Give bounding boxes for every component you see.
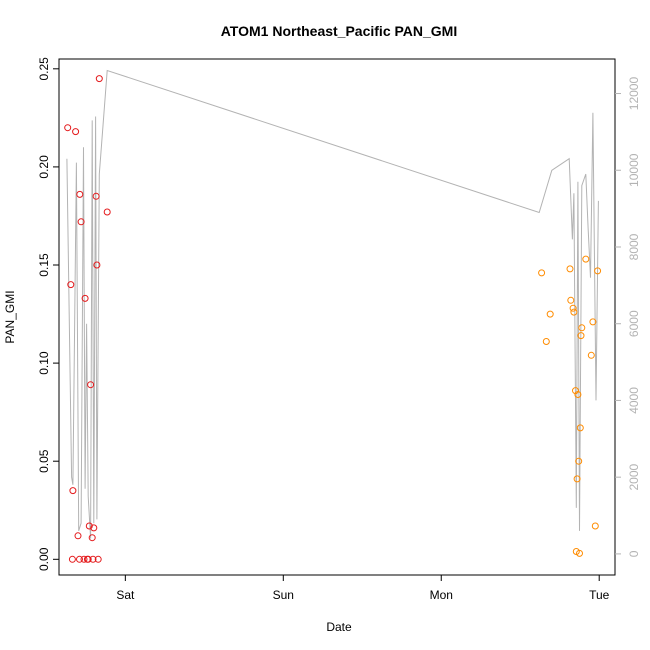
data-point (69, 487, 77, 495)
y-tick-label: 0.15 (37, 253, 51, 277)
y-tick-label: 0.00 (37, 547, 51, 571)
data-point (542, 338, 550, 345)
y2-tick-label: 4000 (627, 387, 641, 414)
data-point (89, 555, 97, 563)
data-point (591, 522, 599, 530)
data-point (567, 296, 575, 304)
data-point (576, 549, 583, 557)
data-point (95, 75, 103, 83)
x-axis-label: Date (326, 620, 352, 634)
data-point (68, 555, 76, 563)
data-point (577, 332, 585, 340)
y2-tick-label: 6000 (627, 310, 641, 337)
data-point (90, 524, 98, 532)
chart-title: ATOM1 Northeast_Pacific PAN_GMI (221, 23, 458, 39)
y-tick-label: 0.10 (37, 351, 51, 375)
plot-frame (58, 58, 616, 576)
x-tick-label: Sun (273, 588, 294, 602)
data-point (578, 324, 586, 332)
data-point (88, 534, 96, 542)
y2-tick-label: 12000 (627, 77, 641, 111)
y2-tick-label: 10000 (627, 153, 641, 187)
data-point (546, 310, 554, 318)
y2-tick-label: 0 (627, 550, 641, 557)
data-point (67, 281, 75, 289)
y2-axis: 0 2000 4000 6000 8000 10000 12000 (615, 77, 641, 557)
x-tick-label: Sat (116, 588, 135, 602)
y-tick-label: 0.20 (37, 155, 51, 179)
y2-tick-label: 8000 (627, 233, 641, 260)
y-axis-label: PAN_GMI (3, 290, 17, 343)
x-tick-label: Mon (430, 588, 453, 602)
data-point (74, 532, 82, 540)
data-point (77, 218, 85, 226)
data-point (80, 555, 88, 563)
data-point (93, 261, 101, 269)
data-point (573, 475, 581, 483)
data-point (92, 192, 100, 200)
data-point (575, 457, 583, 465)
data-point (64, 124, 72, 132)
altitude-line (66, 69, 599, 539)
data-point (570, 308, 578, 316)
points-group (64, 75, 602, 563)
data-point (566, 265, 574, 273)
data-point (582, 255, 590, 263)
data-point (81, 294, 89, 302)
data-point (87, 381, 95, 389)
y2-tick-label: 2000 (627, 464, 641, 491)
data-point (589, 318, 597, 326)
data-point (85, 522, 93, 530)
data-point (72, 128, 80, 136)
altitude-line-group (66, 69, 599, 539)
x-axis: Sat Sun Mon Tue (116, 575, 610, 602)
x-tick-label: Tue (589, 588, 610, 602)
y-axis: 0.00 0.05 0.10 0.15 0.20 0.25 (37, 57, 59, 571)
data-point (103, 208, 111, 216)
data-point (76, 190, 84, 198)
data-point (587, 351, 595, 359)
data-point (574, 391, 582, 398)
data-point (594, 267, 602, 275)
y-tick-label: 0.05 (37, 449, 51, 473)
data-point (94, 555, 102, 563)
data-point (84, 555, 92, 563)
y-tick-label: 0.25 (37, 57, 51, 81)
data-point (538, 269, 546, 277)
data-point (76, 555, 83, 563)
data-point (569, 304, 577, 312)
data-point (576, 424, 584, 432)
